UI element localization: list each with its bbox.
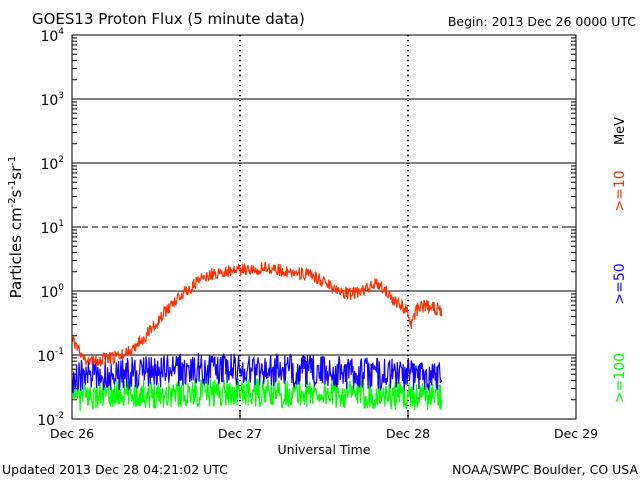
y-tick-base-4: 10 <box>40 157 58 173</box>
legend-series-100: >=100 <box>612 353 628 403</box>
series-line-ge10 <box>71 261 443 368</box>
y-axis-label: Particles cm-2s-1sr-1 <box>7 156 25 299</box>
y-label-sup-1: -2 <box>7 197 18 207</box>
y-label-part-2: s <box>7 189 25 197</box>
series-layer <box>71 261 443 411</box>
plot-frame <box>71 34 577 420</box>
y-tick-exp-4: 2 <box>58 155 64 165</box>
legend-series-50: >=50 <box>612 263 628 304</box>
y-tick-exp-1: -1 <box>55 347 64 357</box>
y-label-part-3: sr <box>7 165 25 180</box>
footer-source: NOAA/SWPC Boulder, CO USA <box>452 462 638 477</box>
x-tick-label-1: Dec 27 <box>218 426 262 441</box>
y-tick-label-5: 103 <box>40 91 64 109</box>
y-tick-base-1: 10 <box>37 349 55 365</box>
y-tick-base-6: 10 <box>40 29 58 45</box>
x-tick-label-0: Dec 26 <box>50 426 94 441</box>
y-tick-exp-2: 0 <box>58 283 64 293</box>
legend-series-10: >=10 <box>612 170 628 211</box>
y-tick-base-5: 10 <box>40 93 58 109</box>
x-tick-label-2: Dec 28 <box>386 426 430 441</box>
y-tick-base-3: 10 <box>40 221 58 237</box>
series-line-ge50 <box>71 352 443 393</box>
y-tick-exp-0: -2 <box>55 411 64 421</box>
y-label-part-1: Particles cm <box>7 207 25 298</box>
y-tick-label-6: 104 <box>40 27 64 45</box>
y-tick-label-2: 100 <box>40 283 64 301</box>
y-label-sup-2: -1 <box>7 180 18 190</box>
y-tick-base-2: 10 <box>40 285 58 301</box>
chart-title: GOES13 Proton Flux (5 minute data) <box>32 10 305 28</box>
y-tick-exp-5: 3 <box>58 91 64 101</box>
x-axis-label: Universal Time <box>278 442 371 457</box>
y-label-sup-3: -1 <box>7 156 18 166</box>
begin-time-label: Begin: 2013 Dec 26 0000 UTC <box>448 14 636 29</box>
y-tick-label-3: 101 <box>40 219 64 237</box>
y-tick-exp-3: 1 <box>58 219 64 229</box>
series-line-ge100 <box>71 377 443 411</box>
footer-updated: Updated 2013 Dec 28 04:21:02 UTC <box>2 462 228 477</box>
legend-unit-mev: MeV <box>613 117 628 145</box>
y-tick-label-0: 10-2 <box>37 411 64 429</box>
y-tick-exp-6: 4 <box>58 27 64 37</box>
y-tick-label-4: 102 <box>40 155 64 173</box>
y-tick-base-0: 10 <box>37 413 55 429</box>
x-tick-label-3: Dec 29 <box>554 426 598 441</box>
y-tick-label-1: 10-1 <box>37 347 64 365</box>
x-tick-labels: Dec 26 Dec 27 Dec 28 Dec 29 <box>50 426 598 441</box>
